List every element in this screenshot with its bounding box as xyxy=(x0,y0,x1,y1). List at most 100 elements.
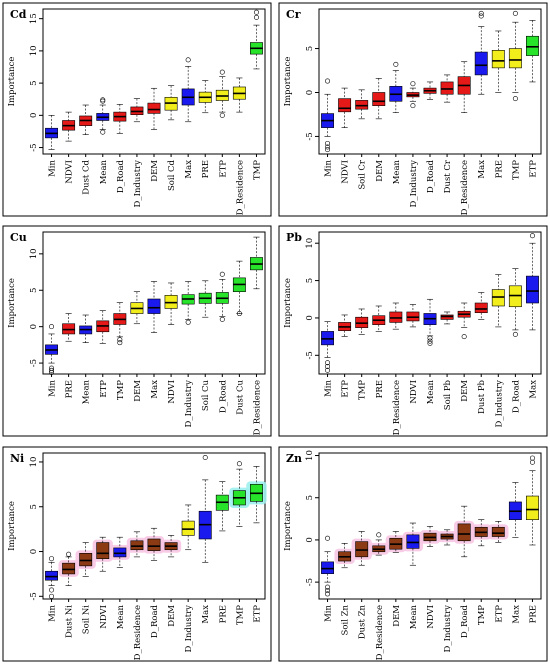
box-d-road: D_Road xyxy=(423,81,437,193)
box-body xyxy=(355,100,369,110)
x-tick-label: NDVI xyxy=(99,605,109,629)
box-body xyxy=(491,50,505,69)
x-tick-label: ETP xyxy=(341,380,351,398)
box-body xyxy=(130,540,144,551)
box-min: Min xyxy=(45,556,58,622)
x-tick-label: Min xyxy=(324,604,334,621)
box-dust-zn: Dust Zn xyxy=(351,531,372,639)
box-soil-pb: Soil Pb xyxy=(440,311,454,410)
box-soil-cu: Soil Cu xyxy=(198,280,212,411)
outlier-point xyxy=(410,103,416,109)
box-body xyxy=(338,98,352,113)
x-tick-label: Max xyxy=(184,160,194,179)
y-axis-label: Importance xyxy=(283,278,293,328)
x-tick-label: PRE xyxy=(494,160,504,178)
x-tick-label: Mean xyxy=(392,159,402,184)
box-body xyxy=(526,35,539,56)
box-tmp: TMP xyxy=(471,519,492,625)
box-etp: ETP xyxy=(338,314,352,398)
x-tick-label: Soil Ni xyxy=(82,605,92,635)
y-tick-label: 5 xyxy=(29,80,39,85)
plot-area-border xyxy=(42,452,266,600)
outlier-point xyxy=(219,69,225,75)
outlier-point xyxy=(325,588,331,594)
x-tick-label: D_Industry xyxy=(494,380,504,428)
box-dem: DEM xyxy=(457,302,471,402)
x-tick-label: Mean xyxy=(426,379,436,404)
x-tick-label: Soil Cr xyxy=(358,159,368,190)
y-axis-label: Importance xyxy=(7,501,17,551)
outlier-point xyxy=(393,61,399,67)
box-dust-cd: Dust Cd xyxy=(79,104,93,195)
x-tick-label: D_Residence xyxy=(392,380,402,435)
x-tick-label: Max xyxy=(528,380,538,399)
outlier-point xyxy=(253,14,259,20)
box-body xyxy=(526,275,539,304)
box-body xyxy=(474,302,488,314)
outlier-point xyxy=(185,319,191,325)
box-body xyxy=(62,562,76,575)
panel-zn: Zn Importance -5 0 5 10 Min Soil Zn Dust Zn D_Res… xyxy=(278,446,548,662)
box-d-road: D_Road xyxy=(508,268,522,413)
outlier-point xyxy=(49,367,55,373)
box-pre: PRE xyxy=(62,313,76,398)
outlier-point xyxy=(325,360,331,366)
x-tick-label: Soil Cu xyxy=(201,379,211,411)
y-axis-label: Importance xyxy=(283,501,293,551)
box-ndvi: NDVI xyxy=(62,111,76,184)
x-tick-label: PRE xyxy=(218,605,228,623)
x-tick-label: DEM xyxy=(375,160,385,182)
y-tick-label: 15 xyxy=(29,13,39,24)
x-tick-label: D_Road xyxy=(426,159,436,193)
outlier-point xyxy=(236,311,242,317)
panel-cu: Cu Importance -5 0 5 10 Min PRE Mean ETP TMP DEM Max… xyxy=(2,225,272,437)
box-mean: Mean xyxy=(423,298,437,404)
x-tick-label: PRE xyxy=(375,380,385,398)
box-min: Min xyxy=(321,78,334,177)
x-tick-label: D_Industry xyxy=(184,380,194,428)
x-tick-label: D_Industry xyxy=(443,605,453,653)
x-tick-label: Min xyxy=(48,159,58,176)
box-etp: ETP xyxy=(246,466,267,623)
box-dust-cr: Dust Cr xyxy=(440,74,454,193)
box-d-road: D_Road xyxy=(454,505,475,638)
box-body xyxy=(147,538,161,551)
box-soil-ni: Soil Ni xyxy=(75,542,96,635)
panel-ni: Ni Importance -5 0 5 10 Min Dust Ni Soil Ni NDVI M… xyxy=(2,446,272,662)
box-dem: DEM xyxy=(147,87,161,182)
x-tick-label: Mean xyxy=(409,604,419,629)
x-tick-label: Min xyxy=(48,604,58,621)
y-tick-label: 5 xyxy=(305,278,315,283)
x-tick-label: Min xyxy=(324,379,334,396)
x-tick-label: PRE xyxy=(201,160,211,178)
y-tick-label: 10 xyxy=(29,457,39,468)
box-d-industry: D_Industry xyxy=(436,529,458,653)
box-ndvi: NDVI xyxy=(406,304,420,404)
outlier-point xyxy=(66,551,72,557)
outlier-point xyxy=(49,587,55,593)
box-ndvi: NDVI xyxy=(92,536,113,629)
outlier-point xyxy=(461,334,467,340)
outlier-point xyxy=(427,340,433,346)
y-tick-label: -5 xyxy=(29,143,39,151)
x-tick-label: Max xyxy=(477,160,487,179)
box-tmp: TMP xyxy=(250,9,263,180)
x-tick-label: Soil Pb xyxy=(443,379,453,410)
x-tick-label: TMP xyxy=(477,605,487,625)
x-tick-label: ETP xyxy=(252,605,262,623)
outlier-point xyxy=(202,454,208,460)
box-body xyxy=(79,553,93,567)
x-tick-label: D_Industry xyxy=(133,160,143,208)
outlier-point xyxy=(376,532,382,538)
y-tick-label: 10 xyxy=(305,238,315,249)
outlier-point xyxy=(410,81,416,87)
outlier-point xyxy=(325,591,331,597)
x-tick-label: Soil Zn xyxy=(341,604,351,635)
outlier-point xyxy=(100,129,106,135)
x-tick-label: NDVI xyxy=(409,380,419,404)
outlier-point xyxy=(325,364,331,370)
box-etp: ETP xyxy=(215,69,229,178)
box-ndvi: NDVI xyxy=(338,87,352,184)
y-axis-label: Importance xyxy=(7,57,17,107)
panel-frame xyxy=(2,446,272,662)
